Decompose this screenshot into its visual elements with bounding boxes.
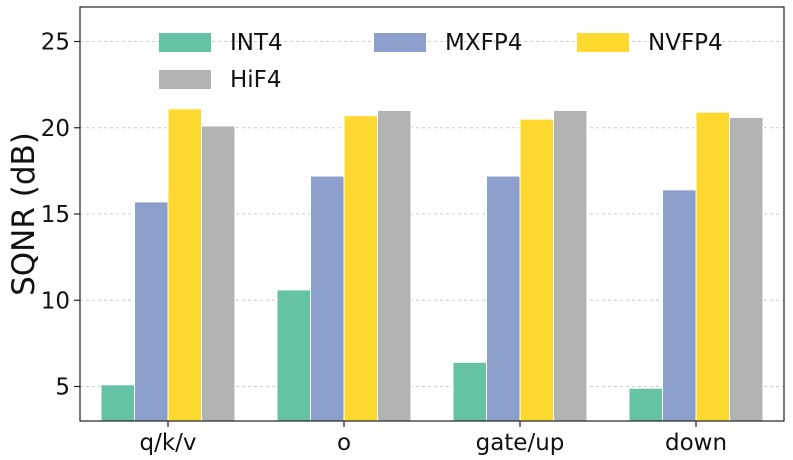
y-tick-label: 25	[41, 30, 70, 56]
legend-label-hif4: HiF4	[230, 67, 282, 93]
legend-swatch-int4	[159, 33, 211, 52]
bars-group	[100, 108, 764, 422]
legend-swatch-mxfp4	[374, 33, 426, 52]
y-tick-label: 20	[41, 116, 70, 142]
x-tick-label: down	[665, 430, 727, 456]
y-axis-title: SQNR (dB)	[6, 132, 42, 296]
x-axis: q/k/v o gate/up down	[139, 421, 727, 456]
bar-int4	[100, 384, 135, 422]
legend-swatch-nvfp4	[577, 33, 629, 52]
bar-nvfp4	[167, 108, 202, 422]
bar-mxfp4	[486, 175, 521, 422]
bar-int4	[276, 289, 311, 422]
bar-int4	[452, 361, 487, 422]
bar-mxfp4	[310, 175, 345, 422]
legend-label-int4: INT4	[230, 30, 283, 56]
legend-label-nvfp4: NVFP4	[648, 30, 723, 56]
legend-label-mxfp4: MXFP4	[445, 30, 522, 56]
bar-hif4	[729, 116, 764, 422]
y-tick-label: 15	[41, 202, 70, 228]
bar-hif4	[201, 125, 236, 422]
x-tick-label: o	[337, 430, 351, 456]
bar-nvfp4	[343, 115, 378, 422]
legend: INT4 MXFP4 NVFP4 HiF4	[159, 30, 723, 93]
bar-int4	[628, 387, 663, 422]
y-axis: 5 10 15 20 25	[41, 30, 80, 401]
bar-nvfp4	[519, 118, 554, 422]
bar-nvfp4	[695, 111, 730, 422]
bar-hif4	[553, 110, 588, 422]
x-tick-label: q/k/v	[139, 430, 196, 456]
legend-swatch-hif4	[159, 70, 211, 89]
y-tick-label: 10	[41, 288, 70, 314]
y-tick-label: 5	[55, 375, 70, 401]
bar-mxfp4	[134, 201, 169, 422]
bar-hif4	[377, 110, 412, 422]
bar-mxfp4	[662, 189, 697, 422]
x-tick-label: gate/up	[476, 430, 565, 456]
